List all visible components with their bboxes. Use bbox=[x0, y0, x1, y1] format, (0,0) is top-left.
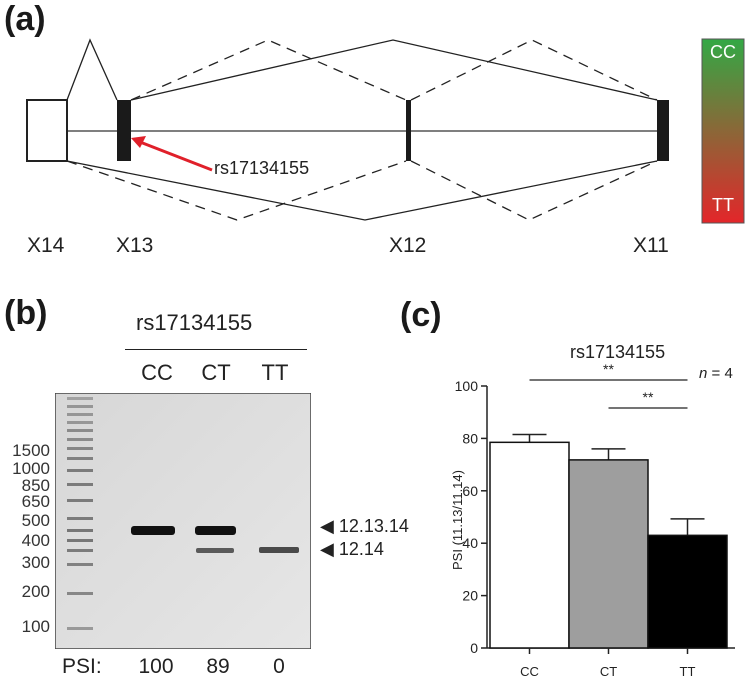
psi-value-tt: 0 bbox=[273, 655, 285, 678]
ladder-label-650: 650 bbox=[21, 492, 50, 511]
ladder-label-300: 300 bbox=[21, 553, 50, 572]
lower-solid-14-11 bbox=[66, 160, 658, 221]
ladder-label-1500: 1500 bbox=[12, 441, 50, 460]
ladder-lane bbox=[67, 397, 93, 630]
exon-label-x14: X14 bbox=[27, 234, 65, 257]
significance-stars: ** bbox=[643, 389, 654, 405]
y-tick-label: 100 bbox=[455, 378, 479, 394]
psi-row-label: PSI: bbox=[62, 655, 102, 678]
ladder-label-100: 100 bbox=[21, 617, 50, 636]
snp-arrow bbox=[139, 140, 213, 172]
exon-label-x11: X11 bbox=[633, 234, 669, 257]
panel-b-label: (b) bbox=[4, 294, 48, 332]
lower-dashed-12-11 bbox=[410, 160, 658, 221]
band-label-upper: 12.13.14 bbox=[338, 516, 409, 536]
gel-snp-label: rs17134155 bbox=[136, 310, 253, 335]
n-annotation: n = 4 bbox=[699, 365, 733, 382]
panel-a-label: (a) bbox=[4, 0, 46, 38]
splicing-diagram bbox=[26, 38, 745, 224]
bar-ct bbox=[568, 459, 649, 649]
lane-label-tt: TT bbox=[261, 360, 289, 385]
bar-tt bbox=[647, 534, 728, 649]
exon-13-box bbox=[117, 100, 131, 161]
upper-solid-13-11 bbox=[130, 39, 658, 101]
junction-14-13 bbox=[66, 38, 118, 101]
exon-11-box bbox=[657, 100, 669, 161]
psi-value-cc: 100 bbox=[138, 655, 174, 678]
significance-stars: ** bbox=[603, 361, 614, 377]
scale-bottom-label: TT bbox=[712, 195, 734, 215]
band-ct-lower bbox=[196, 548, 234, 553]
band-marker-upper: ◀ 12.13.14 bbox=[320, 516, 409, 537]
snp-label: rs17134155 bbox=[214, 158, 310, 178]
n-value: = 4 bbox=[711, 365, 733, 382]
band-ct-upper bbox=[195, 526, 236, 535]
gel-header-rule bbox=[125, 349, 307, 350]
band-tt-lower bbox=[259, 547, 299, 553]
panel-c-label: (c) bbox=[400, 296, 442, 334]
x-tick-label-ct: CT bbox=[600, 664, 617, 679]
ladder-label-1000: 1000 bbox=[12, 459, 50, 478]
lower-dashed-14-12 bbox=[66, 160, 407, 221]
band-label-lower: 12.14 bbox=[338, 539, 384, 559]
ladder-label-200: 200 bbox=[21, 582, 50, 601]
band-marker-lower: ◀ 12.14 bbox=[320, 539, 384, 560]
psi-value-ct: 89 bbox=[206, 655, 230, 678]
scale-top-label: CC bbox=[710, 42, 736, 62]
snp-arrowhead bbox=[131, 136, 146, 148]
y-tick-label: 20 bbox=[462, 588, 478, 604]
x-tick-label-cc: CC bbox=[520, 664, 539, 679]
chart-title: rs17134155 bbox=[570, 342, 666, 362]
y-tick-label: 80 bbox=[462, 430, 478, 446]
n-symbol: n bbox=[699, 365, 708, 382]
y-tick-label: 60 bbox=[462, 483, 478, 499]
y-tick-label: 40 bbox=[462, 535, 478, 551]
exon-12-box bbox=[406, 100, 411, 161]
exon-label-x12: X12 bbox=[389, 234, 427, 257]
triangle-left-icon: ◀ bbox=[320, 539, 334, 559]
ladder-label-500: 500 bbox=[21, 511, 50, 530]
bar-cc bbox=[489, 441, 570, 649]
exon-label-x13: X13 bbox=[116, 234, 154, 257]
triangle-left-icon: ◀ bbox=[320, 516, 334, 536]
exon-14-box bbox=[26, 99, 68, 162]
lane-label-cc: CC bbox=[141, 360, 173, 385]
y-tick-label: 0 bbox=[470, 640, 478, 656]
upper-dashed-12-11 bbox=[410, 39, 658, 101]
band-cc-upper bbox=[131, 526, 175, 535]
x-tick-label-tt: TT bbox=[680, 664, 696, 679]
genotype-color-scale bbox=[701, 38, 745, 224]
gel-image bbox=[55, 393, 311, 649]
ladder-label-400: 400 bbox=[21, 531, 50, 550]
lane-label-ct: CT bbox=[201, 360, 231, 385]
ladder-label-850: 850 bbox=[21, 476, 50, 495]
